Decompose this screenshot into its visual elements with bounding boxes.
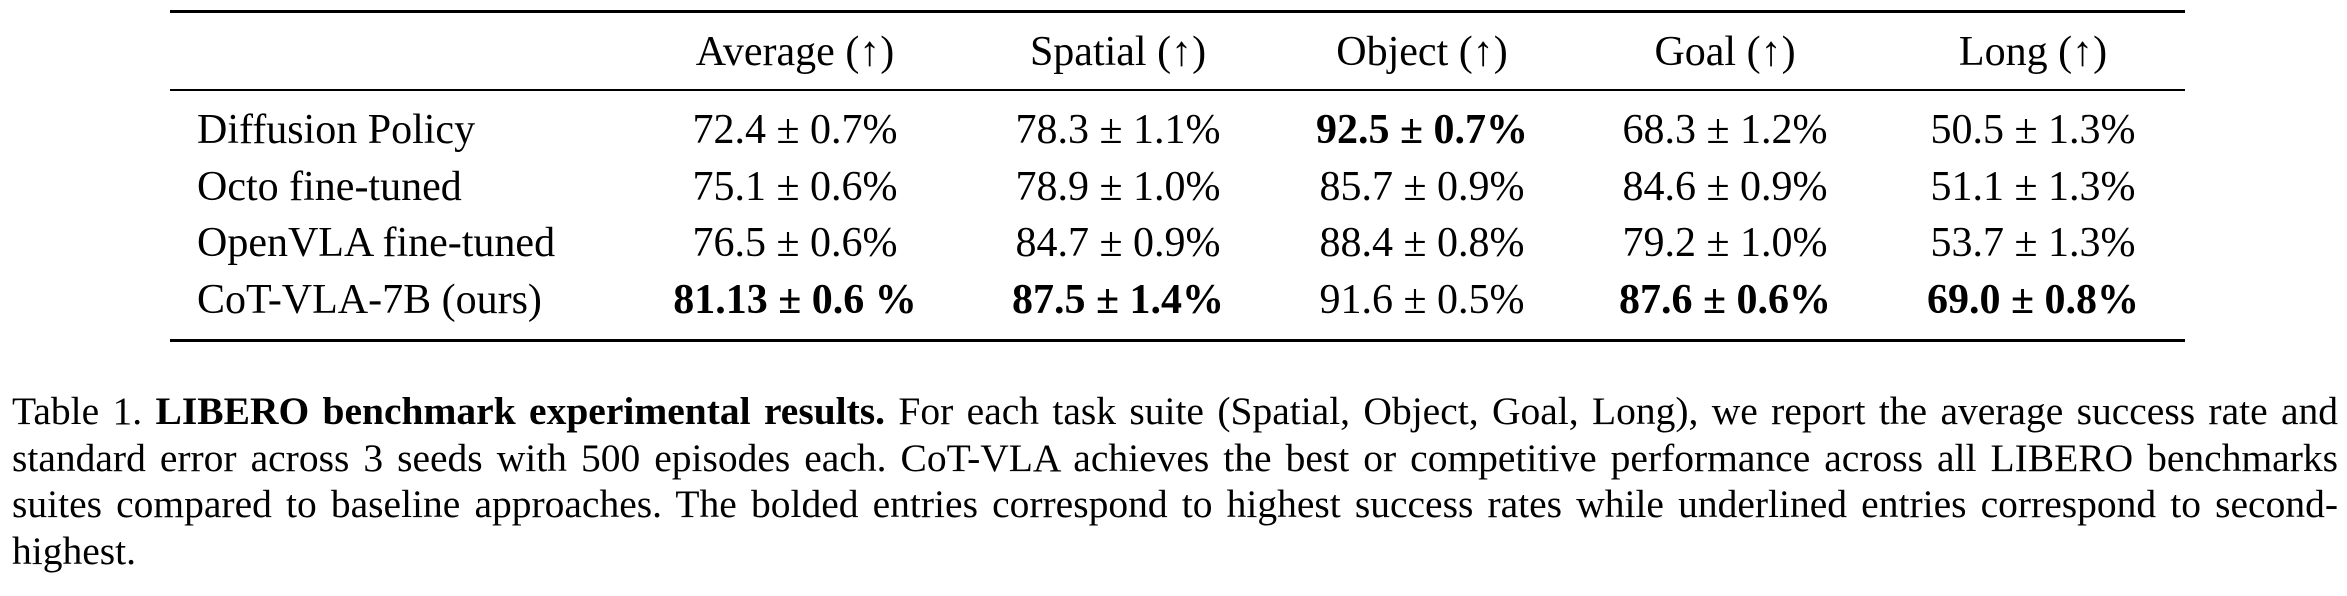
header-rule <box>170 89 2185 91</box>
caption-label: Table 1. <box>12 389 143 433</box>
cell: 92.5 ± 0.7% <box>1315 107 1529 153</box>
cell: 68.3 ± 1.2% <box>1622 107 1828 153</box>
row-label: OpenVLA fine-tuned <box>197 220 556 266</box>
cell: 75.1 ± 0.6% <box>692 164 898 210</box>
top-rule <box>170 10 2185 13</box>
row-label: CoT-VLA-7B (ours) <box>197 277 542 323</box>
row-label: Octo fine-tuned <box>197 164 462 210</box>
column-header: Goal (↑) <box>1654 29 1796 75</box>
cell: 50.5 ± 1.3% <box>1930 107 2136 153</box>
cell: 79.2 ± 1.0% <box>1622 220 1828 266</box>
cell: 87.6 ± 0.6% <box>1618 277 1832 323</box>
column-header: Object (↑) <box>1336 29 1508 75</box>
cell: 81.13 ± 0.6 % <box>673 277 917 323</box>
caption: Table 1. LIBERO benchmark experimental r… <box>12 388 2338 574</box>
cell: 69.0 ± 0.8% <box>1926 277 2140 323</box>
cell: 85.7 ± 0.9% <box>1319 164 1525 210</box>
cell: 78.3 ± 1.1% <box>1015 107 1221 153</box>
cell: 91.6 ± 0.5% <box>1319 277 1525 323</box>
column-header: Average (↑) <box>695 29 895 75</box>
cell: 88.4 ± 0.8% <box>1319 220 1525 266</box>
cell: 84.6 ± 0.9% <box>1622 164 1828 210</box>
caption-text: For each task suite (Spatial, Object, Go… <box>12 389 2339 573</box>
cell: 84.7 ± 0.9% <box>1015 220 1221 266</box>
cell: 72.4 ± 0.7% <box>692 107 898 153</box>
cell: 76.5 ± 0.6% <box>692 220 898 266</box>
cell: 78.9 ± 1.0% <box>1015 164 1221 210</box>
caption-title: LIBERO benchmark experimental results. <box>155 389 886 433</box>
row-label: Diffusion Policy <box>197 107 476 153</box>
cell: 53.7 ± 1.3% <box>1930 220 2136 266</box>
cell: 87.5 ± 1.4% <box>1011 277 1225 323</box>
cell: 51.1 ± 1.3% <box>1930 164 2136 210</box>
bottom-rule <box>170 339 2185 342</box>
column-header: Long (↑) <box>1958 29 2108 75</box>
column-header: Spatial (↑) <box>1029 29 1207 75</box>
